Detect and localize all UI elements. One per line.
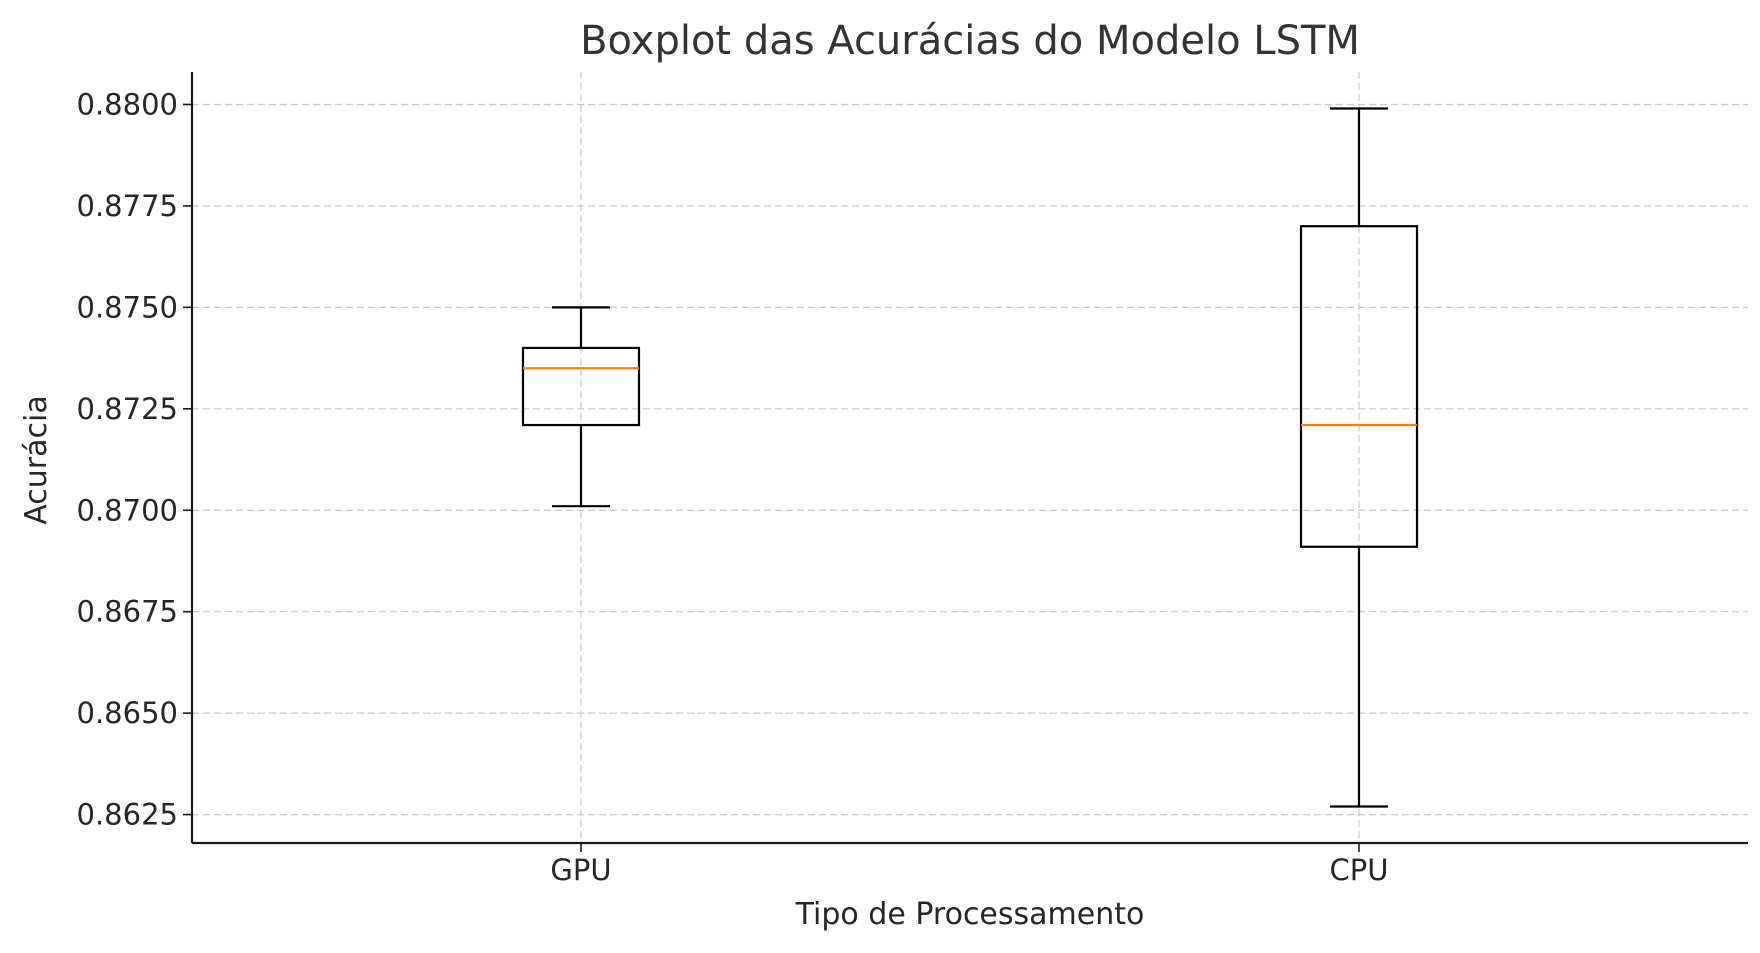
y-axis-label: Acurácia [19, 395, 54, 524]
y-tick-label: 0.8800 [77, 87, 178, 121]
y-tick-label: 0.8750 [77, 290, 178, 324]
iqr-box [521, 346, 641, 427]
grid-layer [192, 72, 1748, 843]
axis-layer: 0.8625 0.8650 0.8675 0.8700 0.8725 0.8750 0.87… [77, 72, 1748, 887]
y-tick-label: 0.8700 [77, 493, 178, 527]
x-tick-label: GPU [550, 853, 611, 887]
x-axis-label: Tipo de Processamento [795, 897, 1145, 932]
box-layer [521, 107, 1419, 808]
y-tick-label: 0.8775 [77, 189, 178, 223]
y-tick-label: 0.8625 [77, 798, 178, 832]
y-tick-label: 0.8650 [77, 696, 178, 730]
x-tick-label: CPU [1330, 853, 1389, 887]
y-tick-label: 0.8675 [77, 595, 178, 629]
chart-title: Boxplot das Acurácias do Modelo LSTM [580, 18, 1360, 64]
box-group-gpu [521, 306, 641, 508]
box-group-cpu [1299, 107, 1419, 808]
y-tick-label: 0.8725 [77, 392, 178, 426]
iqr-box [1299, 225, 1419, 548]
